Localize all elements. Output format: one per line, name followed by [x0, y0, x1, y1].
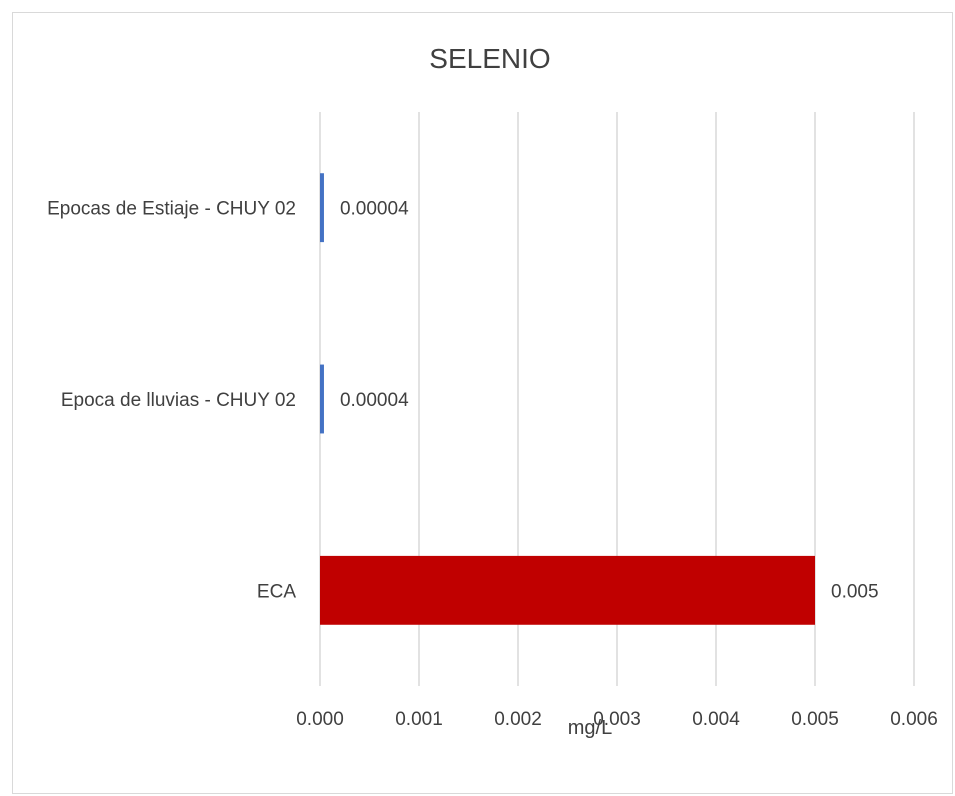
- x-tick-label: 0.005: [791, 709, 839, 730]
- x-tick-label: 0.002: [494, 709, 542, 730]
- x-tick-label: 0.006: [890, 709, 938, 730]
- bar: [320, 364, 324, 434]
- category-label: ECA: [257, 581, 296, 602]
- bar: [320, 173, 324, 243]
- chart-title: SELENIO: [429, 43, 550, 74]
- bars: [320, 173, 815, 625]
- data-label: 0.00004: [340, 390, 409, 411]
- x-tick-label: 0.004: [692, 709, 740, 730]
- bar: [320, 555, 815, 625]
- tick-labels: 0.000 0.001 0.002 0.003 0.004 0.005 0.006: [296, 709, 938, 730]
- x-axis-label: mg/L: [568, 717, 612, 739]
- category-label: Epocas de Estiaje - CHUY 02: [47, 199, 296, 220]
- data-label: 0.00004: [340, 199, 409, 220]
- category-labels: ECA Epoca de lluvias - CHUY 02 Epocas de E…: [47, 199, 296, 603]
- x-tick-label: 0.001: [395, 709, 443, 730]
- data-labels: 0.005 0.00004 0.00004: [340, 199, 879, 603]
- category-label: Epoca de lluvias - CHUY 02: [61, 390, 296, 411]
- x-tick-label: 0.000: [296, 709, 344, 730]
- chart-frame: [12, 12, 953, 794]
- data-label: 0.005: [831, 581, 879, 602]
- x-tick-label: 0.003: [593, 709, 641, 730]
